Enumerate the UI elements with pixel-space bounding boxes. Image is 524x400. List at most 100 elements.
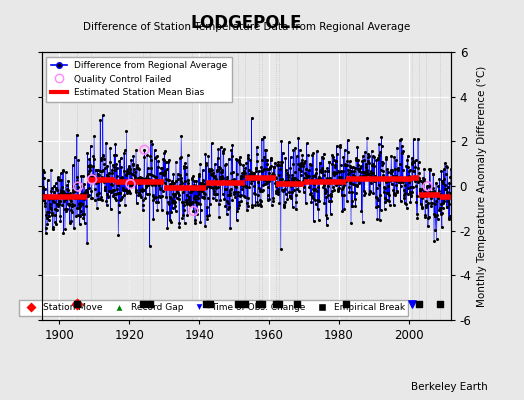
- Point: [73, 131, 81, 138]
- Point: [192, 199, 200, 206]
- Point: [327, 192, 335, 199]
- Point: [133, 162, 141, 168]
- Point: [365, 190, 373, 197]
- Point: [408, 161, 417, 167]
- Point: [137, 178, 146, 185]
- Point: [404, 184, 412, 191]
- Point: [200, 190, 208, 196]
- Point: [83, 162, 92, 169]
- Point: [94, 172, 103, 178]
- Point: [259, 175, 268, 181]
- Point: [139, 197, 147, 204]
- Point: [61, 206, 69, 212]
- Point: [365, 160, 373, 166]
- Point: [192, 178, 201, 184]
- Point: [377, 143, 386, 150]
- Point: [394, 174, 402, 180]
- Point: [118, 174, 126, 180]
- Point: [425, 166, 434, 172]
- Point: [100, 156, 108, 162]
- Point: [124, 188, 132, 194]
- Point: [382, 156, 390, 162]
- Point: [53, 187, 61, 194]
- Point: [57, 176, 66, 183]
- Point: [252, 202, 260, 208]
- Point: [228, 197, 236, 203]
- Point: [256, 196, 265, 203]
- Point: [157, 193, 166, 200]
- Point: [67, 198, 75, 204]
- Point: [292, 199, 300, 205]
- Point: [134, 164, 142, 171]
- Point: [52, 195, 61, 202]
- Point: [328, 188, 336, 194]
- Point: [211, 161, 219, 167]
- Point: [216, 177, 224, 183]
- Point: [258, 135, 266, 142]
- Point: [112, 196, 120, 203]
- Point: [101, 187, 109, 193]
- Point: [50, 188, 58, 195]
- Point: [387, 168, 396, 174]
- Point: [387, 170, 395, 177]
- Point: [358, 219, 367, 225]
- Point: [291, 192, 300, 198]
- Point: [418, 205, 427, 211]
- Point: [373, 185, 381, 192]
- Point: [343, 198, 351, 204]
- Point: [431, 226, 440, 233]
- Point: [233, 171, 241, 178]
- Point: [79, 194, 87, 201]
- Point: [235, 154, 244, 160]
- Point: [359, 153, 367, 159]
- Point: [131, 168, 139, 175]
- Point: [393, 144, 401, 151]
- Point: [385, 175, 394, 181]
- Point: [119, 168, 128, 174]
- Point: [78, 201, 86, 208]
- Point: [239, 173, 248, 179]
- Point: [294, 161, 302, 168]
- Point: [54, 203, 62, 209]
- Point: [171, 190, 179, 197]
- Point: [440, 197, 449, 204]
- Point: [237, 198, 245, 204]
- Point: [436, 207, 444, 213]
- Point: [122, 172, 130, 178]
- Point: [257, 164, 266, 170]
- Point: [254, 301, 263, 308]
- Point: [113, 173, 121, 179]
- Point: [394, 177, 402, 183]
- Point: [390, 191, 399, 198]
- Point: [160, 148, 169, 154]
- Point: [62, 196, 70, 203]
- Point: [358, 169, 366, 175]
- Point: [278, 149, 287, 156]
- Point: [163, 224, 172, 231]
- Point: [138, 177, 147, 183]
- Point: [262, 146, 270, 153]
- Point: [222, 177, 230, 184]
- Point: [351, 181, 359, 188]
- Point: [115, 202, 123, 208]
- Point: [356, 164, 364, 171]
- Point: [188, 176, 196, 182]
- Point: [239, 192, 248, 199]
- Point: [158, 207, 166, 213]
- Point: [297, 160, 305, 167]
- Point: [60, 198, 69, 204]
- Point: [416, 193, 424, 199]
- Point: [326, 178, 334, 184]
- Point: [413, 178, 422, 185]
- Point: [445, 213, 454, 219]
- Point: [413, 193, 421, 200]
- Point: [200, 194, 209, 201]
- Point: [213, 168, 222, 175]
- Point: [356, 172, 365, 179]
- Point: [255, 174, 264, 181]
- Point: [138, 188, 146, 194]
- Point: [129, 172, 138, 178]
- Point: [270, 173, 278, 179]
- Point: [73, 301, 81, 308]
- Point: [274, 190, 282, 197]
